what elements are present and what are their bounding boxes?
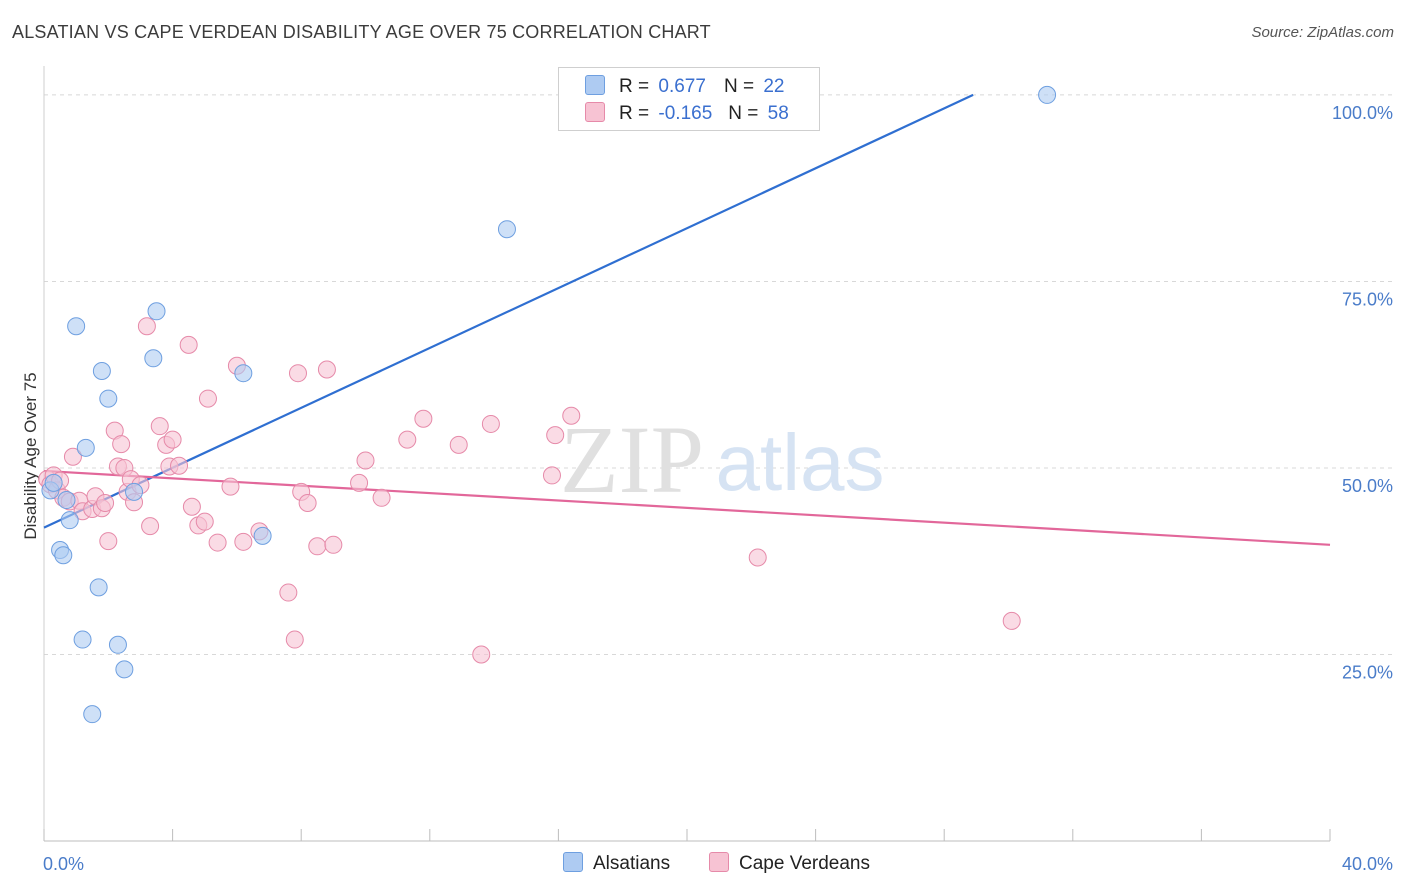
x-tick-label-min: 0.0% bbox=[43, 854, 84, 874]
r-value: 0.677 bbox=[658, 76, 706, 97]
r-label: R = bbox=[619, 76, 650, 97]
legend-cape-verdeans[interactable]: Cape Verdeans bbox=[709, 852, 870, 875]
n-label: N = bbox=[728, 103, 759, 124]
cape-verdean-point bbox=[234, 532, 253, 551]
cape-verdeans-legend-swatch bbox=[709, 852, 729, 872]
alsatian-point bbox=[67, 317, 86, 336]
alsatian-point bbox=[108, 635, 127, 654]
cape-verdean-point bbox=[96, 494, 115, 513]
watermark-zip: ZIP bbox=[560, 406, 704, 513]
y-tick-labels: 25.0% 50.0% 75.0% 100.0% bbox=[1332, 103, 1393, 683]
cape-verdean-point bbox=[298, 494, 317, 513]
n-value: 22 bbox=[763, 76, 785, 97]
cape-verdean-point bbox=[398, 430, 417, 449]
n-label: N = bbox=[723, 76, 755, 97]
legend-alsatians[interactable]: Alsatians bbox=[563, 852, 670, 875]
cape-verdean-point bbox=[317, 360, 336, 379]
legend-alsatians-label: Alsatians bbox=[593, 853, 671, 874]
alsatians-points bbox=[41, 85, 1057, 724]
alsatian-point bbox=[1038, 85, 1057, 104]
cape-verdean-point bbox=[221, 477, 240, 496]
cape-verdean-point bbox=[170, 456, 189, 475]
alsatians-swatch bbox=[585, 75, 605, 95]
chart-title: ALSATIAN VS CAPE VERDEAN DISABILITY AGE … bbox=[12, 22, 711, 42]
alsatian-point bbox=[92, 361, 111, 380]
y-tick-label: 25.0% bbox=[1342, 662, 1393, 682]
cape-verdean-point bbox=[288, 364, 307, 383]
legend-cape-verdeans-label: Cape Verdeans bbox=[739, 853, 870, 874]
alsatian-point bbox=[99, 389, 118, 408]
cape-verdean-point bbox=[350, 473, 369, 492]
y-tick-label: 75.0% bbox=[1342, 289, 1393, 309]
alsatian-point bbox=[83, 705, 102, 724]
cape-verdean-point bbox=[179, 335, 198, 354]
cape-verdean-point bbox=[324, 535, 343, 554]
legend-row-alsatians: R = 0.677 N = 22 bbox=[585, 75, 784, 98]
cape-verdean-point bbox=[198, 389, 217, 408]
cape-verdean-point bbox=[195, 512, 214, 531]
cape-verdean-point bbox=[112, 435, 131, 454]
cape-verdeans-swatch bbox=[585, 102, 605, 122]
source-credit: Source: ZipAtlas.com bbox=[1251, 24, 1394, 41]
alsatians-trendline bbox=[43, 93, 974, 529]
r-label: R = bbox=[619, 103, 650, 124]
cape-verdean-point bbox=[372, 488, 391, 507]
cape-verdean-point bbox=[150, 417, 169, 436]
cape-verdean-point bbox=[99, 532, 118, 551]
alsatian-point bbox=[234, 364, 253, 383]
r-value: -0.165 bbox=[658, 103, 713, 124]
alsatian-point bbox=[54, 546, 73, 565]
alsatian-point bbox=[115, 660, 134, 679]
cape-verdean-point bbox=[279, 583, 298, 602]
x-tick-label-max: 40.0% bbox=[1342, 854, 1393, 874]
alsatian-point bbox=[144, 349, 163, 368]
axes bbox=[43, 66, 1331, 842]
cape-verdeans-trendline bbox=[43, 469, 1331, 546]
alsatian-point bbox=[125, 482, 144, 501]
cape-verdean-point bbox=[748, 548, 767, 567]
alsatian-point bbox=[253, 526, 272, 545]
cape-verdean-point bbox=[141, 517, 160, 536]
alsatian-point bbox=[147, 302, 166, 321]
alsatian-point bbox=[57, 491, 76, 510]
cape-verdean-point bbox=[472, 645, 491, 664]
cape-verdean-point bbox=[356, 451, 375, 470]
cape-verdean-point bbox=[63, 447, 82, 466]
alsatian-point bbox=[89, 578, 108, 597]
cape-verdean-point bbox=[562, 406, 581, 425]
cape-verdean-point bbox=[308, 537, 327, 556]
cape-verdean-point bbox=[449, 435, 468, 454]
alsatians-legend-swatch bbox=[563, 852, 583, 872]
alsatian-point bbox=[60, 511, 79, 530]
n-value: 58 bbox=[767, 103, 789, 124]
legend-row-cape-verdeans: R = -0.165 N = 58 bbox=[585, 102, 789, 125]
y-tick-label: 100.0% bbox=[1332, 103, 1393, 123]
alsatian-point bbox=[497, 220, 516, 239]
stats-legend: R = 0.677 N = 22 R = -0.165 N = 58 bbox=[558, 67, 820, 131]
cape-verdean-point bbox=[285, 630, 304, 649]
cape-verdean-point bbox=[481, 414, 500, 433]
cape-verdean-point bbox=[182, 497, 201, 516]
cape-verdean-point bbox=[542, 466, 561, 485]
watermark-atlas: atlas bbox=[716, 418, 885, 507]
cape-verdean-point bbox=[414, 409, 433, 428]
cape-verdean-point bbox=[546, 426, 565, 445]
alsatian-point bbox=[44, 473, 63, 492]
cape-verdean-point bbox=[163, 430, 182, 449]
cape-verdean-point bbox=[208, 533, 227, 552]
cape-verdeans-points bbox=[38, 317, 1021, 664]
alsatian-point bbox=[76, 438, 95, 457]
cape-verdean-point bbox=[137, 317, 156, 336]
y-tick-label: 50.0% bbox=[1342, 476, 1393, 496]
trendlines bbox=[43, 93, 1331, 546]
alsatian-point bbox=[73, 630, 92, 649]
cape-verdean-point bbox=[1002, 611, 1021, 630]
